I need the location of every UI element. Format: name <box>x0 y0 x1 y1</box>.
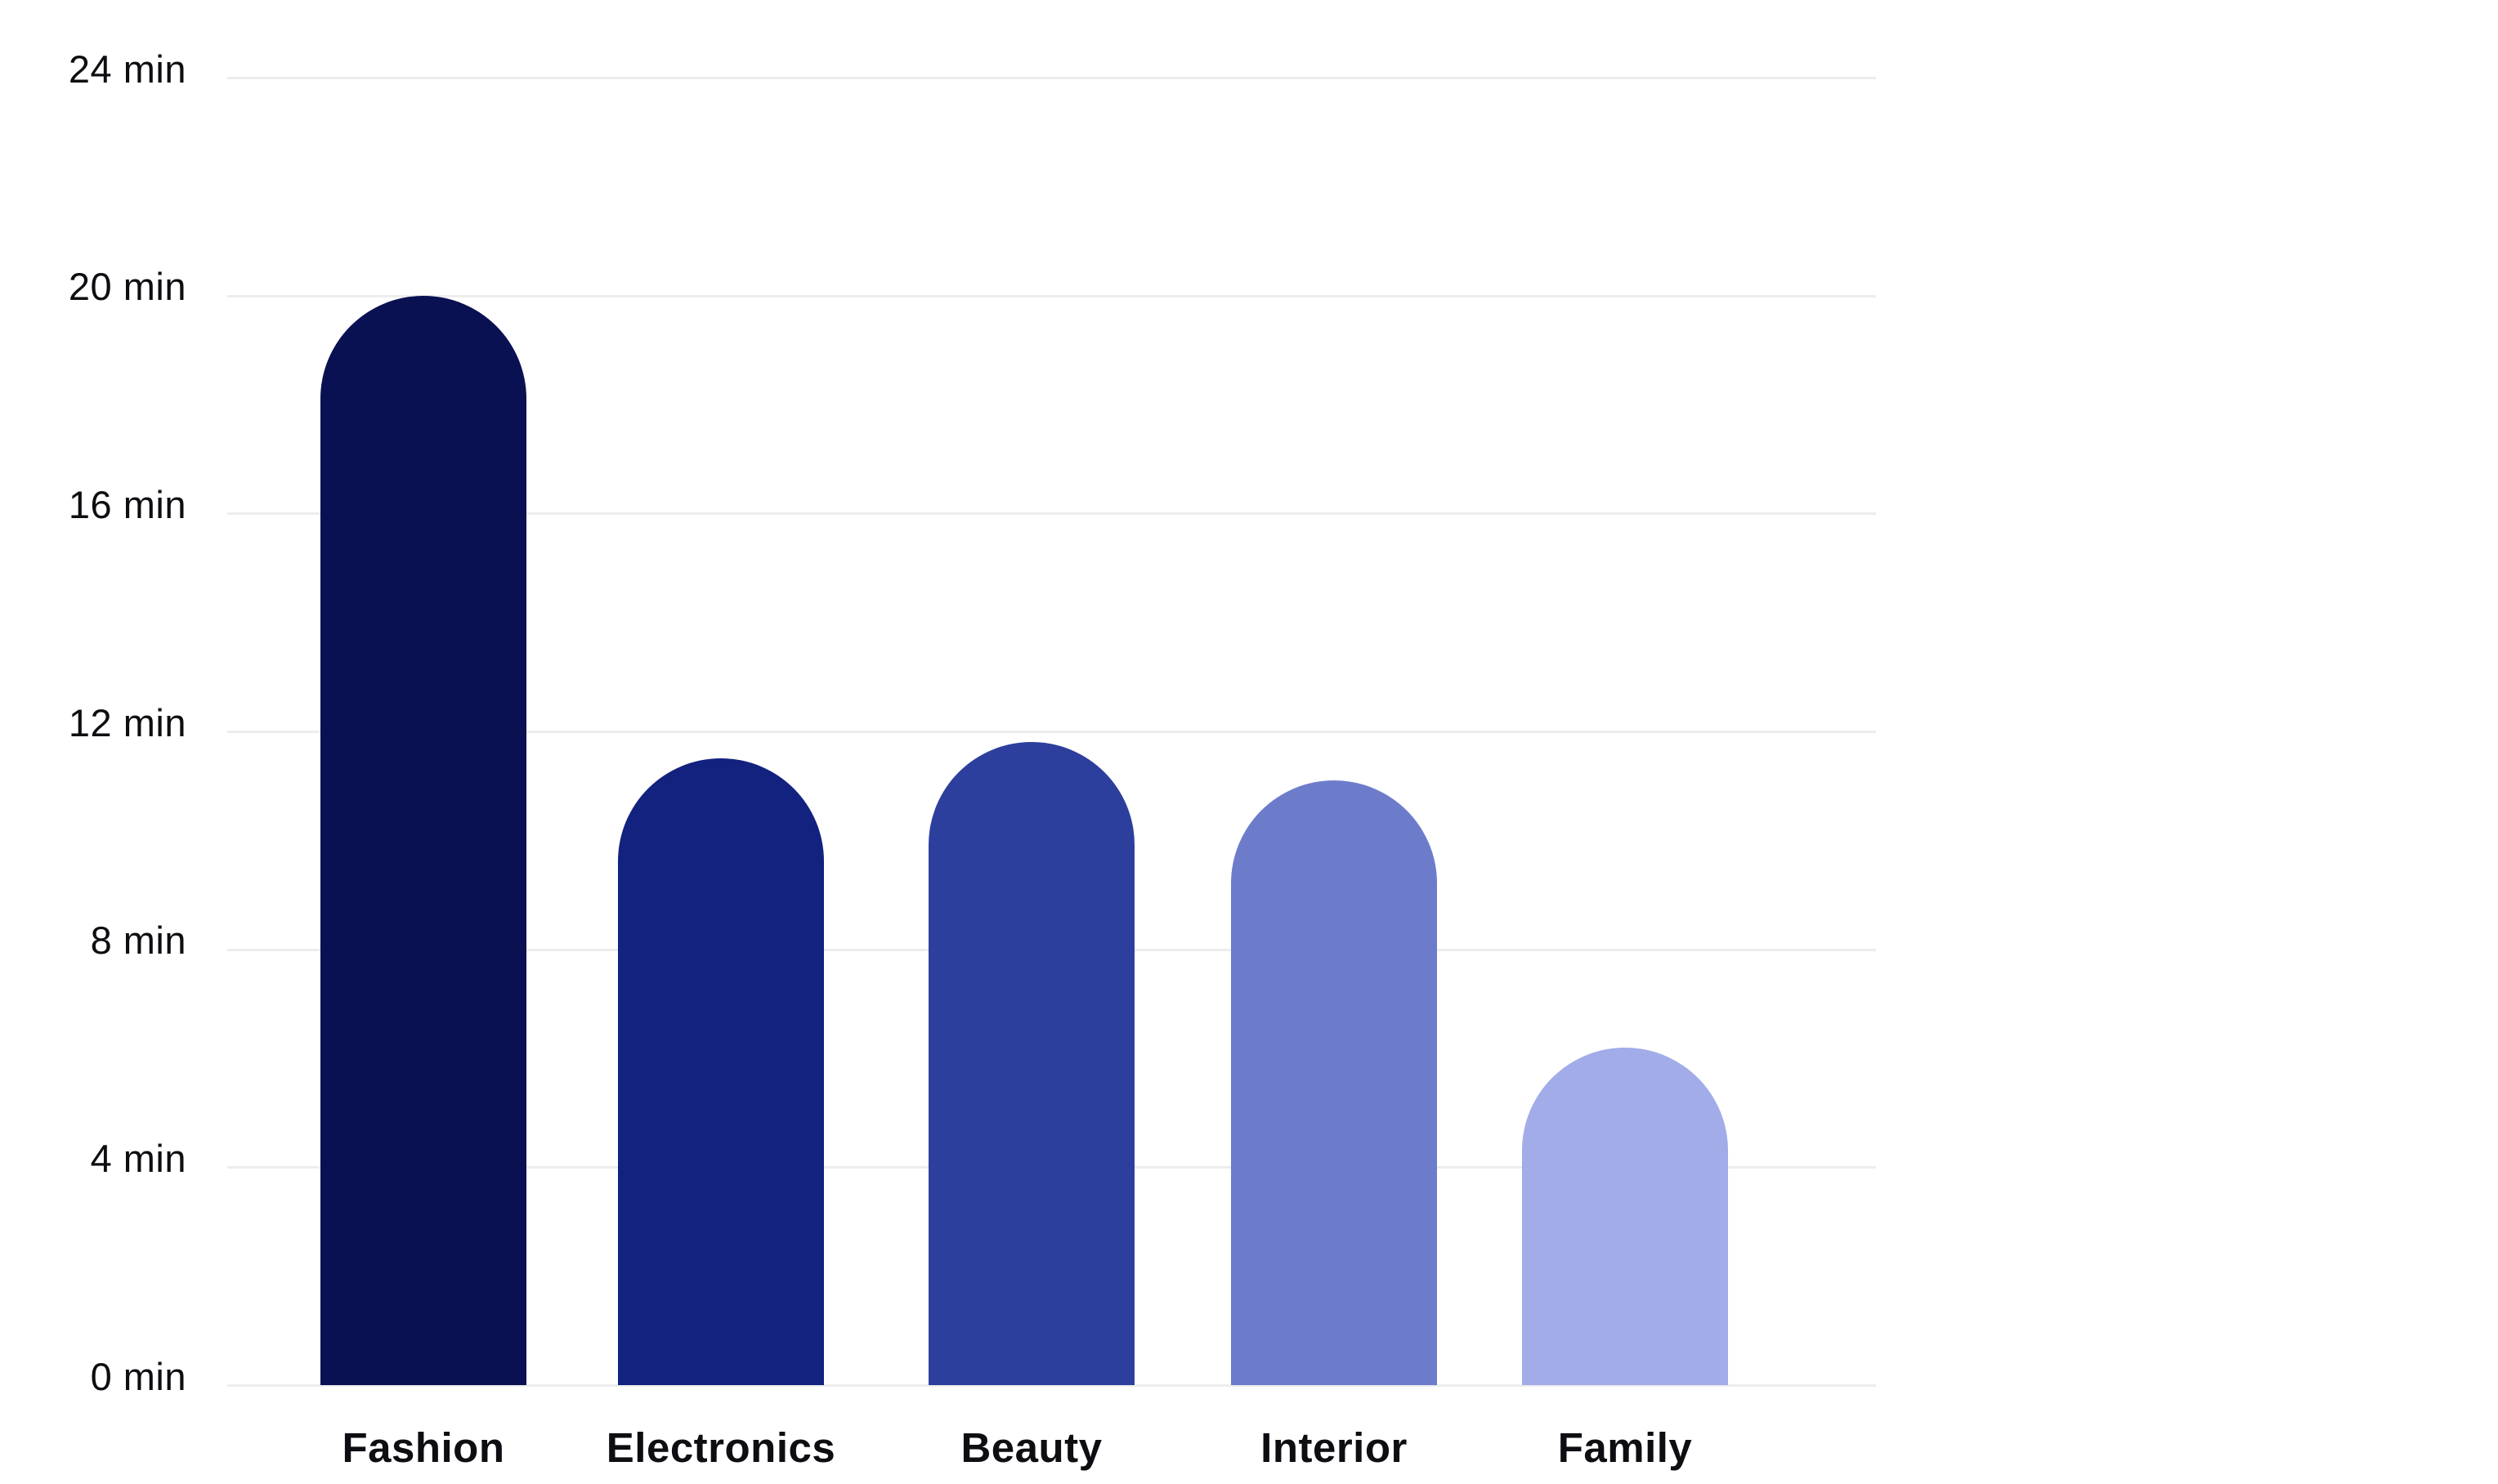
y-axis-tick-label: 4 min <box>90 1136 186 1180</box>
y-axis-tick-label: 24 min <box>68 47 186 91</box>
y-axis-tick-label: 0 min <box>90 1354 186 1398</box>
y-axis-tick-label: 20 min <box>68 265 186 309</box>
y-axis-tick-label: 12 min <box>68 700 186 744</box>
gridline <box>227 1384 1876 1387</box>
gridline <box>227 76 1876 79</box>
x-axis-label-interior: Interior <box>1260 1424 1408 1471</box>
x-axis-label-electronics: Electronics <box>606 1424 836 1471</box>
y-axis-tick-label: 8 min <box>90 919 186 963</box>
bar-interior <box>1231 780 1437 1385</box>
bar-electronics <box>618 758 824 1385</box>
gridline <box>227 294 1876 297</box>
gridline <box>227 512 1876 516</box>
x-axis-label-fashion: Fashion <box>342 1424 505 1471</box>
bar-fashion <box>320 296 526 1385</box>
y-axis-tick-label: 16 min <box>68 482 186 526</box>
bar-family <box>1522 1048 1728 1385</box>
bar-beauty <box>929 742 1135 1385</box>
gridline <box>227 730 1876 733</box>
x-axis-label-family: Family <box>1557 1424 1693 1471</box>
x-axis-label-beauty: Beauty <box>960 1424 1103 1471</box>
